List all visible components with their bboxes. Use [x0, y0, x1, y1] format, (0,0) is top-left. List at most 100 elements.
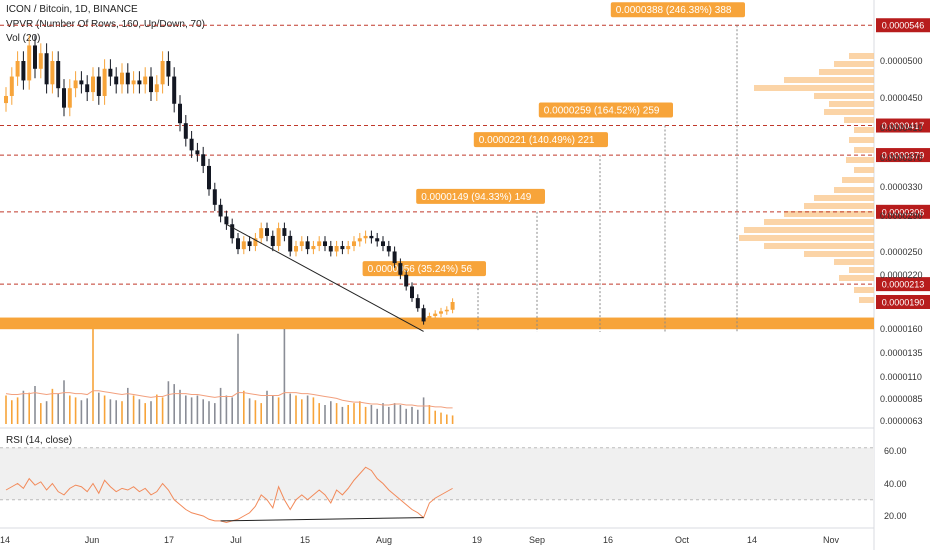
volume-bar	[405, 408, 407, 424]
volume-bar	[144, 403, 146, 424]
candle-body	[433, 313, 438, 316]
vpvr-bar	[854, 287, 874, 293]
candle-body	[427, 315, 432, 322]
candle-body	[131, 80, 136, 85]
volume-bar	[347, 405, 349, 424]
volume-legend[interactable]: Vol (20)	[6, 33, 41, 44]
vpvr-bar	[824, 109, 874, 115]
rsi-band	[0, 447, 874, 500]
volume-bar	[167, 381, 170, 424]
vpvr-bar	[814, 93, 874, 99]
time-axis-tick: Sep	[529, 535, 545, 545]
candle-body	[21, 61, 26, 81]
candle-body	[212, 189, 217, 205]
time-axis-tick: Jul	[230, 535, 242, 545]
price-axis-tick: 0.0000063	[880, 416, 923, 426]
vpvr-bar	[854, 147, 874, 153]
volume-bar	[364, 406, 367, 424]
volume-bar	[370, 405, 373, 424]
volume-bar	[185, 395, 187, 424]
last-price-label: 0.0000190	[882, 298, 925, 308]
candle-body	[404, 274, 409, 287]
price-axis-tick: 0.0000410	[880, 123, 923, 133]
volume-ma-line	[5, 390, 453, 409]
volume-bar	[301, 399, 303, 424]
volume-bar	[173, 384, 175, 424]
volume-bar	[40, 403, 42, 424]
vpvr-legend[interactable]: VPVR (Number Of Rows, 160, Up/Down, 70)	[6, 19, 205, 30]
candle-body	[352, 241, 356, 247]
candle-body	[149, 76, 153, 93]
candle-body	[189, 138, 194, 151]
candle-body	[328, 246, 333, 252]
candle-body	[450, 302, 455, 310]
symbol-legend[interactable]: ICON / Bitcoin, 1D, BINANCE	[6, 4, 138, 15]
vpvr-bar	[819, 69, 874, 75]
candle-body	[421, 308, 426, 322]
candle-body	[265, 228, 269, 236]
volume-bar	[330, 401, 332, 424]
candle-body	[143, 76, 148, 85]
target-label: 0.0000259 (164.52%) 259	[544, 106, 660, 117]
candle-body	[444, 309, 449, 312]
candle-body	[288, 235, 293, 252]
volume-bar	[295, 395, 297, 424]
volume-bar	[312, 397, 315, 424]
volume-bar	[121, 401, 123, 424]
level-badge	[876, 118, 930, 133]
candle-body	[398, 263, 403, 275]
volume-bar	[127, 387, 129, 424]
candle-body	[201, 154, 206, 166]
candle-body	[120, 72, 124, 85]
candle-body	[311, 246, 316, 250]
volume-bar	[34, 386, 36, 424]
volume-bar	[382, 403, 384, 424]
vpvr-bar	[834, 61, 874, 67]
candle-body	[386, 246, 391, 252]
price-axis-tick: 0.0000110	[880, 372, 922, 382]
vpvr-histogram	[739, 53, 874, 303]
target-label-box	[610, 2, 745, 18]
rsi-legend[interactable]: RSI (14, close)	[6, 435, 73, 446]
volume-bar	[11, 400, 13, 424]
volume-bar	[353, 403, 355, 424]
vpvr-bar	[764, 219, 874, 225]
price-divergence-line	[226, 223, 424, 332]
volume-bar	[434, 410, 436, 424]
price-axis-tick: 0.0000135	[880, 348, 923, 358]
candle-body	[294, 246, 298, 252]
candle-body	[346, 246, 351, 250]
vpvr-bar	[846, 157, 874, 163]
vpvr-bar	[849, 137, 874, 143]
price-axis-tick: 0.0000500	[880, 56, 923, 66]
volume-bar	[341, 406, 344, 424]
vpvr-bar	[849, 53, 874, 59]
volume-bar	[289, 393, 291, 424]
target-label-box	[416, 188, 545, 204]
volume-bar	[51, 388, 54, 424]
price-axis-tick: 0.0000330	[880, 182, 923, 192]
rsi-axis-tick: 60.00	[884, 446, 907, 456]
vpvr-bar	[859, 297, 874, 303]
candle-body	[178, 103, 182, 124]
candle-body	[137, 80, 142, 85]
volume-bar	[318, 403, 320, 424]
rsi-line	[5, 466, 453, 524]
candle-body	[160, 61, 165, 85]
volume-bar	[388, 406, 390, 424]
vpvr-bar	[754, 85, 874, 91]
vpvr-bar	[854, 167, 874, 173]
level-badge-label: 0.0000306	[882, 207, 925, 217]
vpvr-bar	[849, 267, 874, 273]
volume-bar	[214, 403, 216, 424]
price-axis-tick: 0.0000085	[880, 394, 923, 404]
volume-bars	[5, 329, 454, 424]
time-axis-tick: 14	[747, 535, 757, 545]
candle-body	[357, 238, 362, 242]
candle-body	[340, 246, 345, 250]
volume-bar	[283, 329, 286, 424]
price-axis-tick: 0.0000370	[880, 153, 923, 163]
vpvr-bar	[844, 117, 874, 123]
volume-bar	[243, 390, 245, 424]
